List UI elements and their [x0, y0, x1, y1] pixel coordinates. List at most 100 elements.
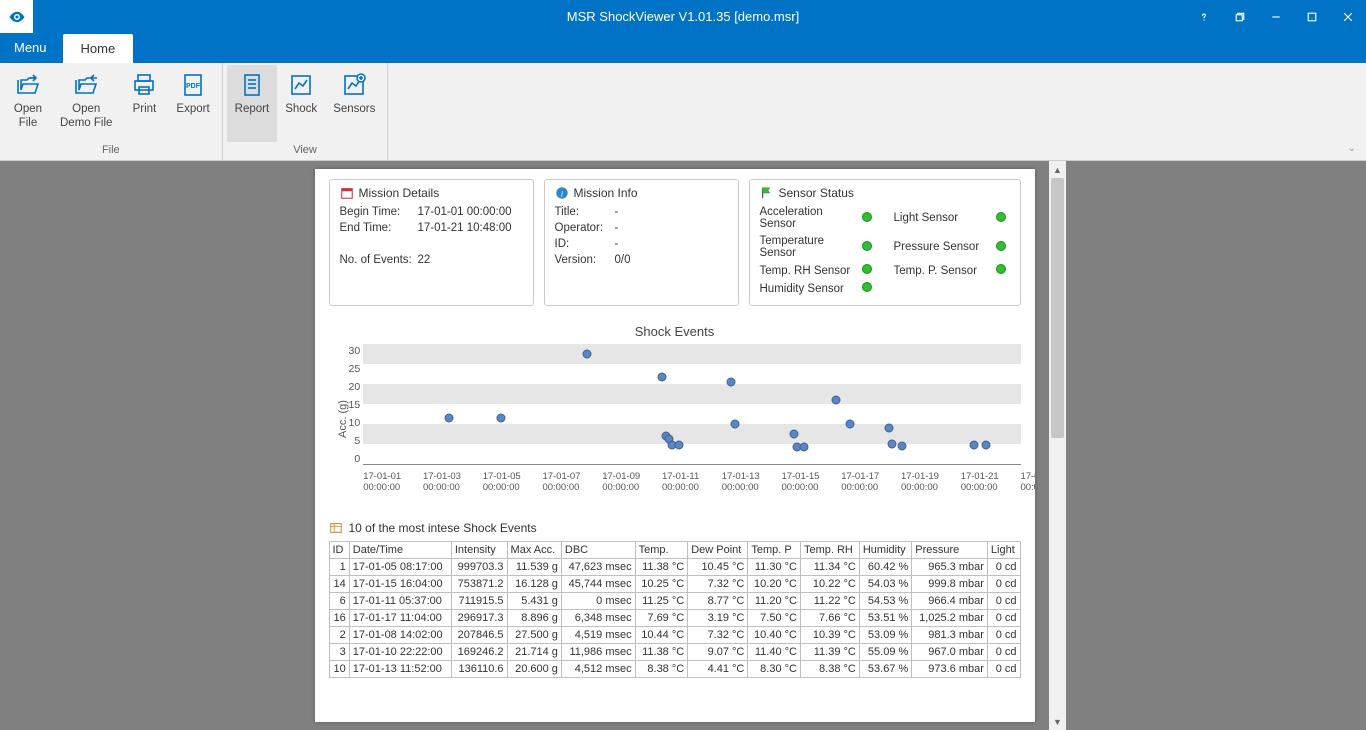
- shock-button[interactable]: Shock: [277, 65, 325, 142]
- table-cell: 0 cd: [987, 593, 1020, 610]
- scroll-down-icon[interactable]: ▼: [1049, 713, 1066, 730]
- menu-strip: Menu Home: [0, 33, 1366, 63]
- table-cell: 967.0 mbar: [912, 644, 988, 661]
- table-cell: 3.19 °C: [688, 610, 748, 627]
- table-cell: 11.22 °C: [800, 593, 859, 610]
- table-cell: 10.22 °C: [800, 576, 859, 593]
- table-cell: 3: [329, 644, 349, 661]
- table-header: Humidity: [859, 542, 911, 559]
- version-label: Version:: [555, 254, 615, 266]
- table-cell: 999.8 mbar: [912, 576, 988, 593]
- table-cell: 16: [329, 610, 349, 627]
- table-row: 1617-01-17 11:04:00296917.38.896 g6,348 …: [329, 610, 1020, 627]
- ribbon-collapse-icon[interactable]: ⌄: [1348, 143, 1356, 154]
- document-area: Mission Details Begin Time: 17-01-01 00:…: [0, 161, 1366, 730]
- calendar-icon: [340, 186, 354, 200]
- open-file-icon: [15, 71, 41, 99]
- sensor-label: Acceleration Sensor: [760, 206, 862, 230]
- scrollbar-thumb[interactable]: [1051, 178, 1064, 438]
- mission-details-box: Mission Details Begin Time: 17-01-01 00:…: [329, 179, 534, 306]
- sensor-status-heading: Sensor Status: [779, 186, 854, 200]
- chart-point: [970, 441, 979, 450]
- table-cell: 7.50 °C: [748, 610, 801, 627]
- table-cell: 981.3 mbar: [912, 627, 988, 644]
- chart-point: [727, 377, 736, 386]
- table-cell: 11.25 °C: [635, 593, 688, 610]
- sensors-button[interactable]: Sensors: [325, 65, 383, 142]
- table-cell: 1,025.2 mbar: [912, 610, 988, 627]
- table-cell: 10: [329, 661, 349, 678]
- maximize-button[interactable]: [1294, 0, 1330, 33]
- chart-point: [799, 442, 808, 451]
- title-value: -: [615, 206, 728, 218]
- print-icon: [131, 71, 157, 99]
- tab-home[interactable]: Home: [63, 34, 134, 63]
- table-cell: 45,744 msec: [561, 576, 635, 593]
- print-button[interactable]: Print: [120, 65, 168, 142]
- table-row: 317-01-10 22:22:00169246.221.714 g11,986…: [329, 644, 1020, 661]
- sensor-led: [862, 241, 876, 254]
- table-cell: 10.40 °C: [748, 627, 801, 644]
- table-header: Temp. P: [748, 542, 801, 559]
- menu-button[interactable]: Menu: [0, 34, 61, 63]
- restore-down-button[interactable]: [1222, 0, 1258, 33]
- table-cell: 47,623 msec: [561, 559, 635, 576]
- table-cell: 8.38 °C: [800, 661, 859, 678]
- table-cell: 11.39 °C: [800, 644, 859, 661]
- sensor-label: Temp. RH Sensor: [760, 265, 862, 277]
- table-cell: 8.38 °C: [635, 661, 688, 678]
- open_demo-button[interactable]: Open Demo File: [52, 65, 120, 142]
- scroll-up-icon[interactable]: ▲: [1049, 161, 1066, 178]
- table-cell: 53.67 %: [859, 661, 911, 678]
- help-button[interactable]: [1186, 0, 1222, 33]
- table-header: ID: [329, 542, 349, 559]
- open_file-button[interactable]: Open File: [4, 65, 52, 142]
- close-button[interactable]: [1330, 0, 1366, 33]
- table-cell: 11.38 °C: [635, 559, 688, 576]
- titlebar: MSR ShockViewer V1.01.35 [demo.msr]: [0, 0, 1366, 33]
- begin-time-value: 17-01-01 00:00:00: [418, 206, 523, 218]
- table-cell: 11.40 °C: [748, 644, 801, 661]
- no-events-value: 22: [418, 254, 523, 266]
- sensor-label: Light Sensor: [894, 212, 996, 224]
- version-value: 0/0: [615, 254, 728, 266]
- chart-point: [789, 430, 798, 439]
- sensor-status-box: Sensor Status Acceleration Sensor Light S…: [749, 179, 1021, 306]
- chart-point: [898, 442, 907, 451]
- table-header: Max Acc.: [507, 542, 561, 559]
- table-cell: 6: [329, 593, 349, 610]
- table-cell: 0 cd: [987, 644, 1020, 661]
- table-header: Date/Time: [349, 542, 451, 559]
- table-cell: 17-01-17 11:04:00: [349, 610, 451, 627]
- mission-info-box: iMission Info Title:- Operator:- ID:- Ve…: [544, 179, 739, 306]
- table-cell: 14: [329, 576, 349, 593]
- table-cell: 4.41 °C: [688, 661, 748, 678]
- ribbon-group-label: File: [102, 142, 120, 160]
- sensor-label: Temperature Sensor: [760, 235, 862, 259]
- table-icon: [329, 521, 343, 535]
- open-demo-icon: [73, 71, 99, 99]
- table-cell: 55.09 %: [859, 644, 911, 661]
- table-cell: 5.431 g: [507, 593, 561, 610]
- export-button[interactable]: PDFExport: [168, 65, 217, 142]
- table-cell: 9.07 °C: [688, 644, 748, 661]
- sensor-label: Pressure Sensor: [894, 241, 996, 253]
- chart-point: [888, 440, 897, 449]
- chart-y-axis-label: Acc. (g): [333, 345, 349, 493]
- table-cell: 207846.5: [451, 627, 507, 644]
- ribbon-group-label: View: [293, 142, 317, 160]
- sensor-led: [996, 241, 1010, 254]
- table-cell: 999703.3: [451, 559, 507, 576]
- minimize-button[interactable]: [1258, 0, 1294, 33]
- table-cell: 4,512 msec: [561, 661, 635, 678]
- chart-point: [730, 420, 739, 429]
- doc-icon: [239, 71, 265, 99]
- table-cell: 10.45 °C: [688, 559, 748, 576]
- chart-point: [845, 420, 854, 429]
- chart-point: [981, 441, 990, 450]
- ribbon-btn-label: Open Demo File: [60, 103, 112, 131]
- table-cell: 1: [329, 559, 349, 576]
- report-button[interactable]: Report: [227, 65, 278, 142]
- vertical-scrollbar[interactable]: ▲ ▼: [1049, 161, 1066, 730]
- title-label: Title:: [555, 206, 615, 218]
